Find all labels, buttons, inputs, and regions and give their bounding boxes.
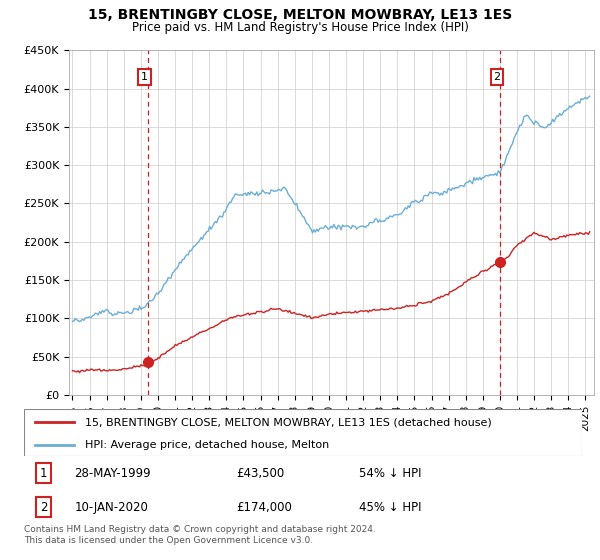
Text: 2: 2 [40,501,47,514]
Text: 28-MAY-1999: 28-MAY-1999 [74,467,151,480]
Text: HPI: Average price, detached house, Melton: HPI: Average price, detached house, Melt… [85,440,329,450]
Text: 2: 2 [493,72,500,82]
Text: 15, BRENTINGBY CLOSE, MELTON MOWBRAY, LE13 1ES (detached house): 15, BRENTINGBY CLOSE, MELTON MOWBRAY, LE… [85,417,492,427]
Text: 1: 1 [40,467,47,480]
Text: 54% ↓ HPI: 54% ↓ HPI [359,467,421,480]
Text: 15, BRENTINGBY CLOSE, MELTON MOWBRAY, LE13 1ES: 15, BRENTINGBY CLOSE, MELTON MOWBRAY, LE… [88,8,512,22]
Text: Contains HM Land Registry data © Crown copyright and database right 2024.
This d: Contains HM Land Registry data © Crown c… [24,525,376,545]
Text: 45% ↓ HPI: 45% ↓ HPI [359,501,421,514]
Text: 10-JAN-2020: 10-JAN-2020 [74,501,148,514]
Text: £43,500: £43,500 [236,467,284,480]
Text: 1: 1 [141,72,148,82]
Text: £174,000: £174,000 [236,501,292,514]
Text: Price paid vs. HM Land Registry's House Price Index (HPI): Price paid vs. HM Land Registry's House … [131,21,469,34]
